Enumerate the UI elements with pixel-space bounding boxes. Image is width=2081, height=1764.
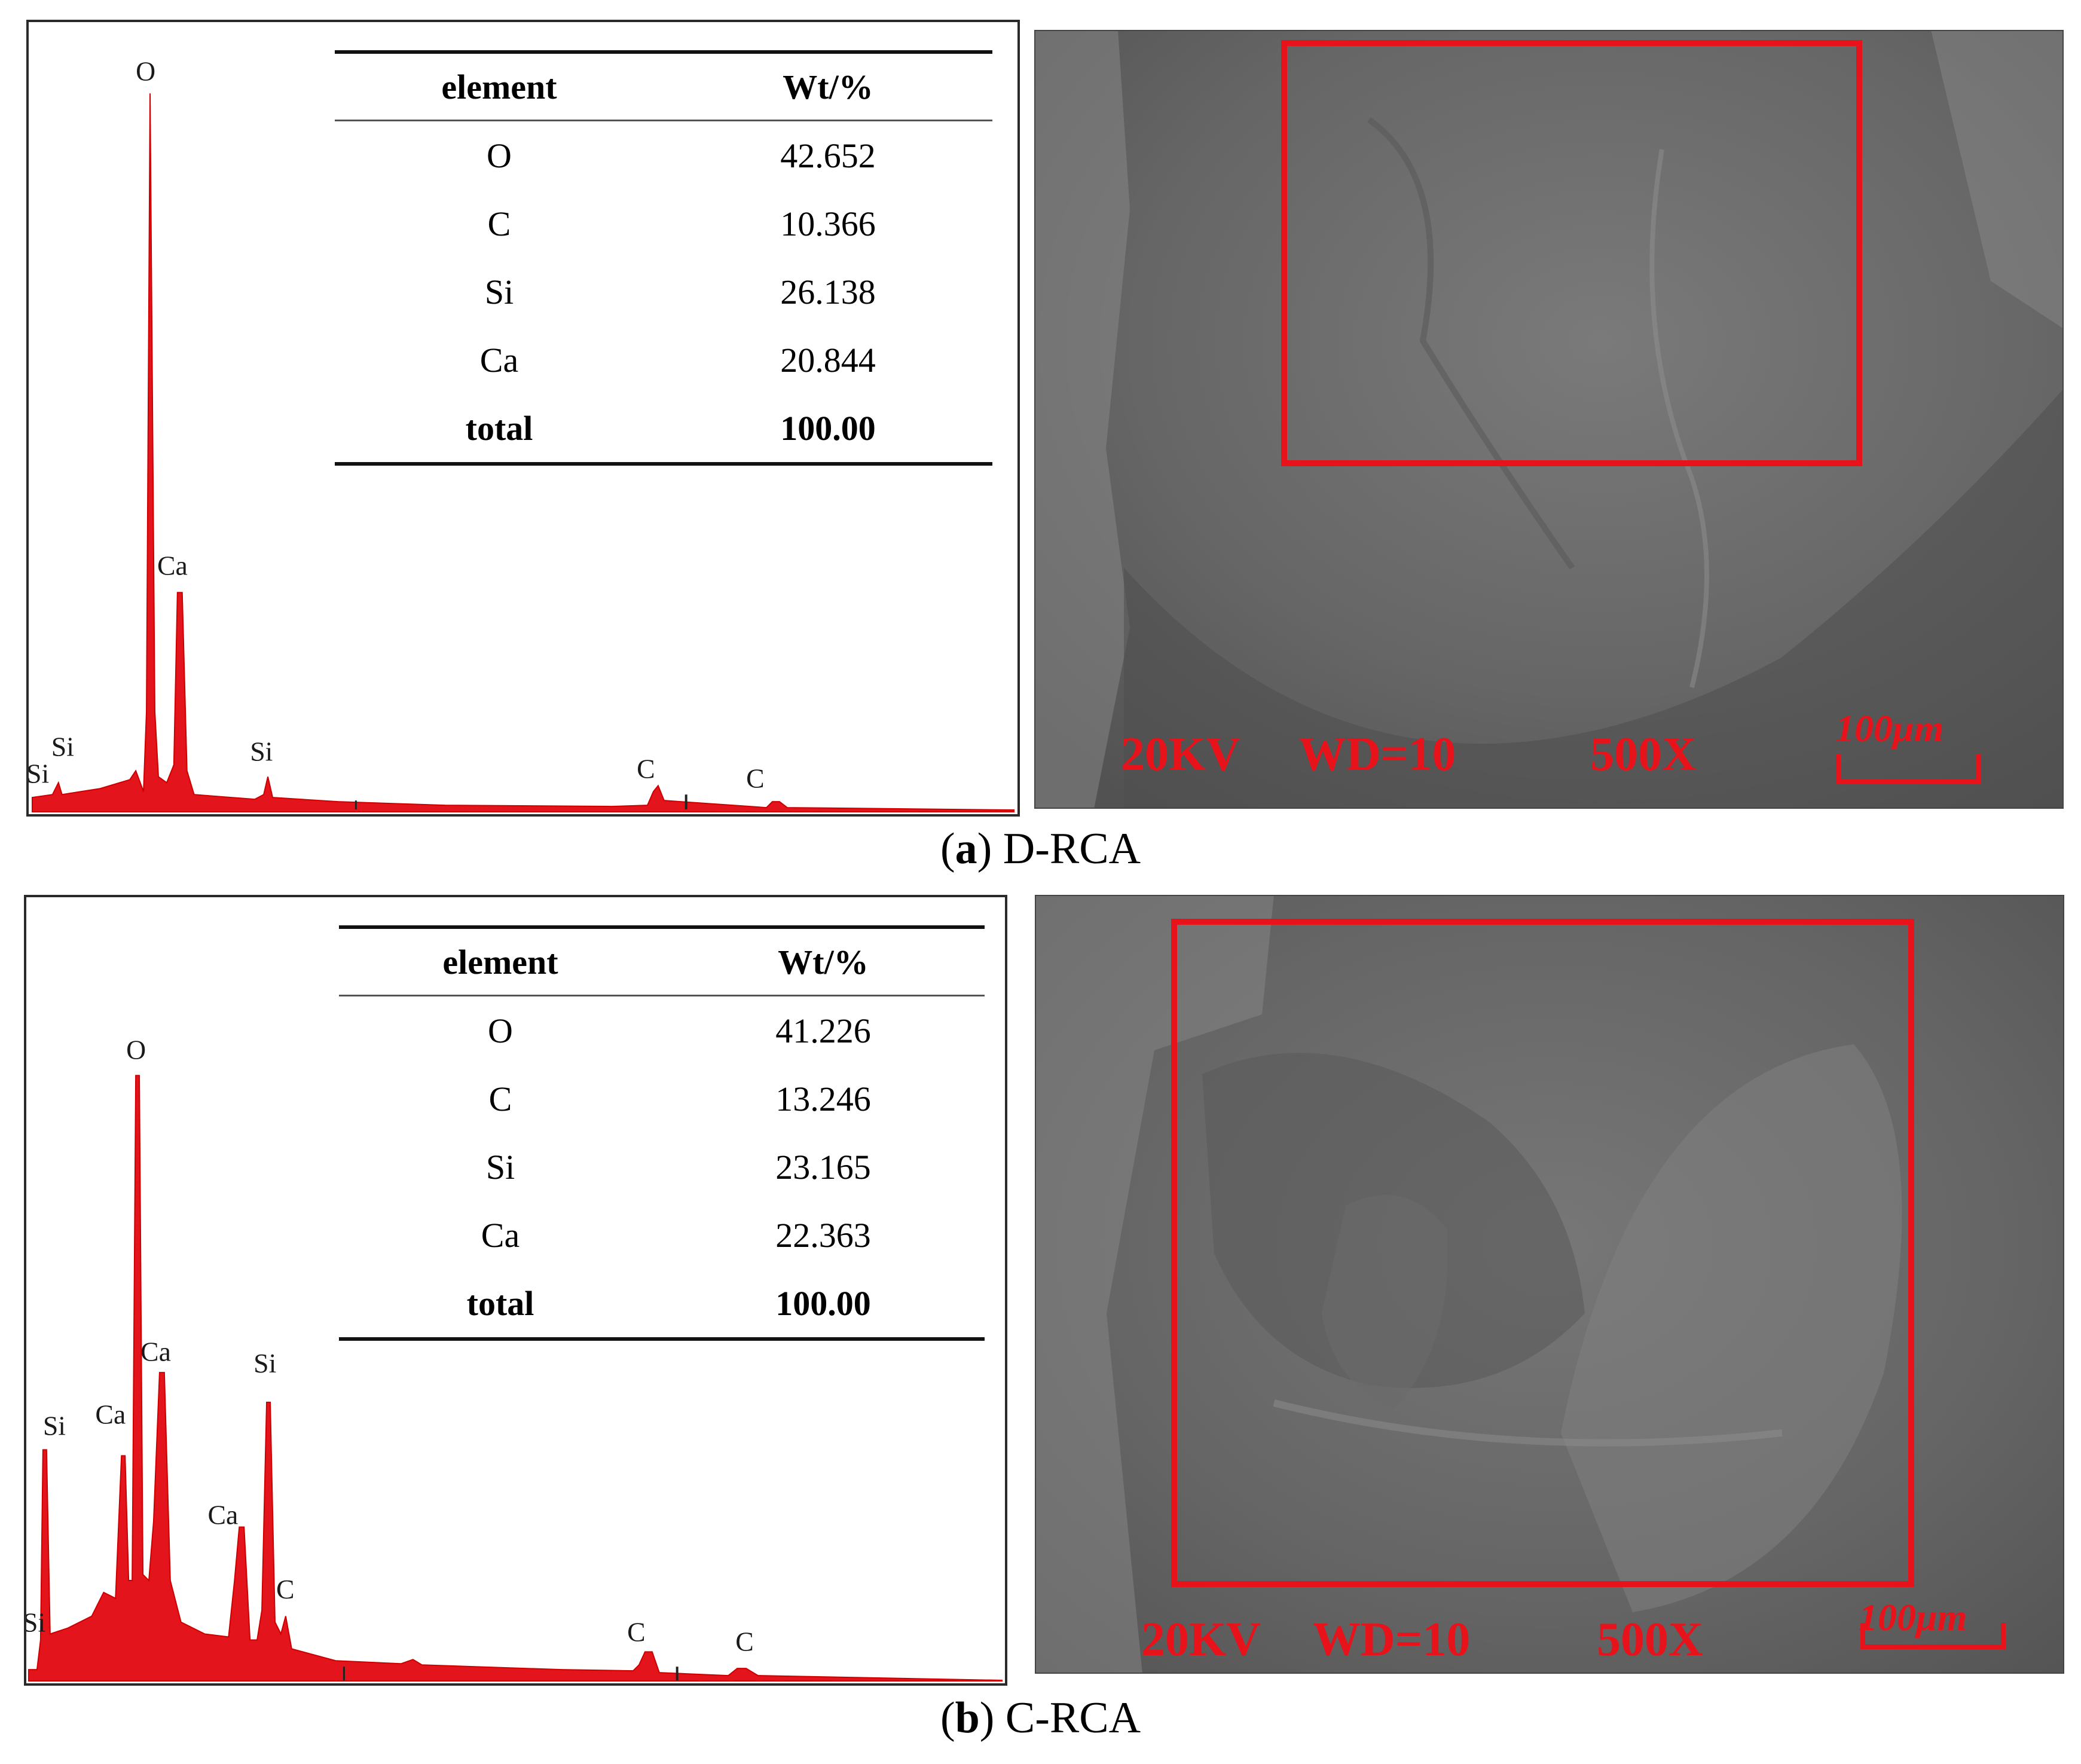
- cell-element: Si: [485, 1147, 515, 1187]
- sem-voltage-label: 20KV: [1141, 1613, 1261, 1666]
- caption-text: D-RCA: [1003, 824, 1141, 873]
- sem-wd-label: WD=10: [1313, 1613, 1470, 1666]
- cell-element: O: [488, 1011, 513, 1050]
- region-of-interest-box: [1171, 919, 1914, 1587]
- caption-text: C-RCA: [1005, 1693, 1141, 1742]
- cell-element: Ca: [479, 340, 519, 380]
- figure-caption-b: (b) C-RCA: [940, 1693, 1141, 1742]
- cell-wt: 23.165: [775, 1147, 871, 1187]
- table-row: C 10.366: [335, 189, 992, 258]
- cell-total-label: total: [335, 394, 664, 466]
- sem-magnification-label: 500X: [1590, 728, 1697, 781]
- cell-wt: 22.363: [775, 1215, 871, 1255]
- sem-scale-label: 100μm: [1835, 707, 1944, 750]
- peak-label-Ca: Ca: [140, 1336, 171, 1366]
- sem-micrograph-b: 20KV WD=10 500X 100μm: [1035, 895, 2064, 1674]
- cell-element: Si: [484, 272, 514, 311]
- cell-wt: 41.226: [775, 1011, 871, 1050]
- peak-label-C: C: [735, 1626, 754, 1656]
- cell-total-value: 100.00: [662, 1269, 985, 1341]
- table-row: C 13.246: [339, 1065, 985, 1133]
- cell-element: Ca: [481, 1215, 520, 1255]
- scale-bar: [1836, 754, 1981, 784]
- sem-wd-label: WD=10: [1298, 728, 1456, 781]
- column-header-wt: Wt/%: [664, 50, 992, 121]
- sem-scale-label: 100μm: [1859, 1596, 1967, 1638]
- region-of-interest-box: [1281, 40, 1862, 466]
- composition-table-b: element Wt/% O 41.226 C 13.246 Si 23.165 Ca…: [339, 925, 985, 1341]
- cell-element: C: [488, 1079, 512, 1118]
- cell-element: O: [487, 136, 512, 175]
- peak-label-Si: Si: [253, 1348, 276, 1378]
- table-row: Ca 20.844: [335, 326, 992, 394]
- peak-label-Si: Si: [43, 1411, 66, 1441]
- spectrum-fill-a: [31, 93, 1015, 813]
- eds-spectrum-b: O Ca Si Ca Ca Si Si C C C element Wt/% O…: [24, 895, 1007, 1686]
- peak-label-Ca: Ca: [95, 1399, 126, 1430]
- eds-spectrum-plot-b: O Ca Si Ca Ca Si Si C C C: [26, 1034, 1003, 1682]
- column-header-wt: Wt/%: [662, 925, 985, 996]
- sem-magnification-label: 500X: [1597, 1613, 1703, 1666]
- cell-wt: 10.366: [780, 204, 876, 243]
- peak-label-O: O: [126, 1034, 146, 1065]
- peak-label-Ca: Ca: [208, 1500, 239, 1530]
- peak-label-O: O: [136, 56, 155, 86]
- cell-element: C: [487, 204, 511, 243]
- peak-label-C: C: [746, 763, 765, 793]
- peak-label-C: C: [276, 1574, 295, 1604]
- cell-wt: 26.138: [780, 272, 876, 311]
- spectrum-fill-b: [27, 1075, 1003, 1682]
- cell-wt: 13.246: [775, 1079, 871, 1118]
- figure-caption-a: (a) D-RCA: [940, 824, 1141, 873]
- table-row: Si 23.165: [339, 1133, 985, 1201]
- figure-panel-a: O Ca Si Si Si C C element Wt/% O 42.652 C…: [26, 20, 2064, 873]
- table-header-row: element Wt/%: [335, 50, 992, 121]
- table-row: O 42.652: [335, 121, 992, 190]
- caption-letter: b: [955, 1693, 980, 1742]
- figure-panel-b: O Ca Si Ca Ca Si Si C C C element Wt/% O…: [0, 885, 2081, 1764]
- scale-bar: [1860, 1623, 2006, 1649]
- column-header-element: element: [339, 925, 662, 996]
- peak-label-Si: Si: [51, 732, 74, 762]
- table-row: Si 26.138: [335, 258, 992, 326]
- table-row: O 41.226: [339, 996, 985, 1065]
- sem-micrograph-a: 20KV WD=10 500X 100μm: [1034, 30, 2064, 809]
- peak-label-C: C: [627, 1616, 646, 1647]
- composition-table-a: element Wt/% O 42.652 C 10.366 Si 26.138 Ca…: [335, 50, 992, 466]
- table-total-row: total 100.00: [335, 394, 992, 466]
- peak-label-Ca: Ca: [157, 550, 188, 580]
- cell-total-label: total: [339, 1269, 662, 1341]
- sem-voltage-label: 20KV: [1121, 728, 1240, 781]
- caption-letter: a: [955, 824, 977, 873]
- peak-label-Si: Si: [29, 758, 49, 788]
- table-header-row: element Wt/%: [339, 925, 985, 996]
- table-total-row: total 100.00: [339, 1269, 985, 1341]
- cell-total-value: 100.00: [664, 394, 992, 466]
- eds-spectrum-plot-a: O Ca Si Si Si C C: [29, 56, 1015, 813]
- eds-spectrum-a: O Ca Si Si Si C C element Wt/% O 42.652 C…: [26, 20, 1020, 817]
- column-header-element: element: [335, 50, 664, 121]
- peak-label-Si: Si: [250, 736, 273, 767]
- cell-wt: 42.652: [780, 136, 876, 175]
- cell-wt: 20.844: [780, 340, 876, 380]
- table-row: Ca 22.363: [339, 1201, 985, 1269]
- sem-image-a: 20KV WD=10 500X 100μm: [1034, 30, 2064, 809]
- peak-label-C: C: [637, 753, 655, 784]
- peak-label-Si: Si: [26, 1607, 45, 1638]
- sem-image-b: 20KV WD=10 500X 100μm: [1035, 895, 2064, 1674]
